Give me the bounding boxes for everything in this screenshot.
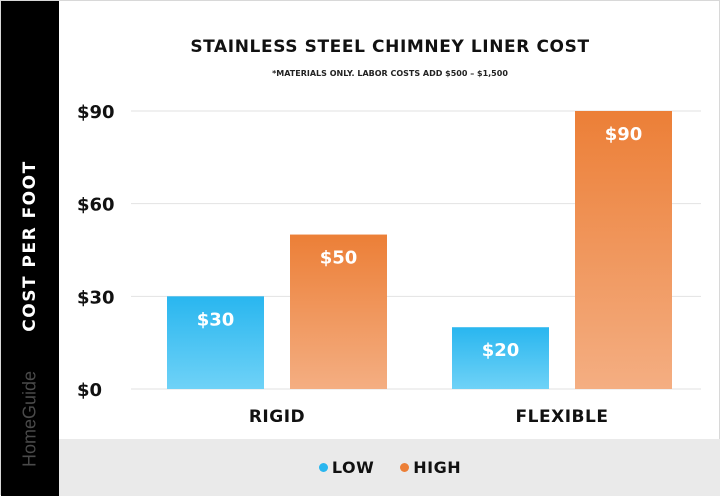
x-category-label: RIGID — [249, 407, 305, 427]
bar-low-flexible — [452, 327, 549, 389]
legend-dot-high — [400, 463, 410, 472]
legend: LOW HIGH — [59, 458, 720, 477]
y-tick-label: $30 — [77, 287, 115, 308]
legend-bar: LOW HIGH — [59, 439, 720, 496]
bar-high-flexible — [575, 111, 672, 389]
legend-item-low: LOW — [318, 458, 375, 477]
data-label-high-flexible: $90 — [605, 124, 643, 145]
data-label-high-rigid: $50 — [320, 248, 358, 269]
y-tick-label: $90 — [77, 102, 115, 123]
y-tick-label: $0 — [77, 380, 102, 401]
legend-item-high: HIGH — [400, 458, 461, 477]
data-label-low-rigid: $30 — [197, 309, 235, 330]
legend-label-high: HIGH — [413, 458, 462, 477]
y-tick-label: $60 — [77, 195, 115, 216]
sidebar-strip: COST PER FOOT HomeGuide — [1, 1, 59, 496]
legend-label-low: LOW — [331, 458, 375, 477]
legend-dot-low — [318, 463, 328, 472]
chart-subtitle: *MATERIALS ONLY. LABOR COSTS ADD $500 – … — [272, 69, 508, 78]
chart-title: STAINLESS STEEL CHIMNEY LINER COST — [190, 37, 590, 57]
bar-low-rigid — [167, 296, 264, 389]
bar-high-rigid — [290, 234, 387, 389]
x-category-label: FLEXIBLE — [516, 407, 609, 427]
data-label-low-flexible: $20 — [482, 340, 520, 361]
